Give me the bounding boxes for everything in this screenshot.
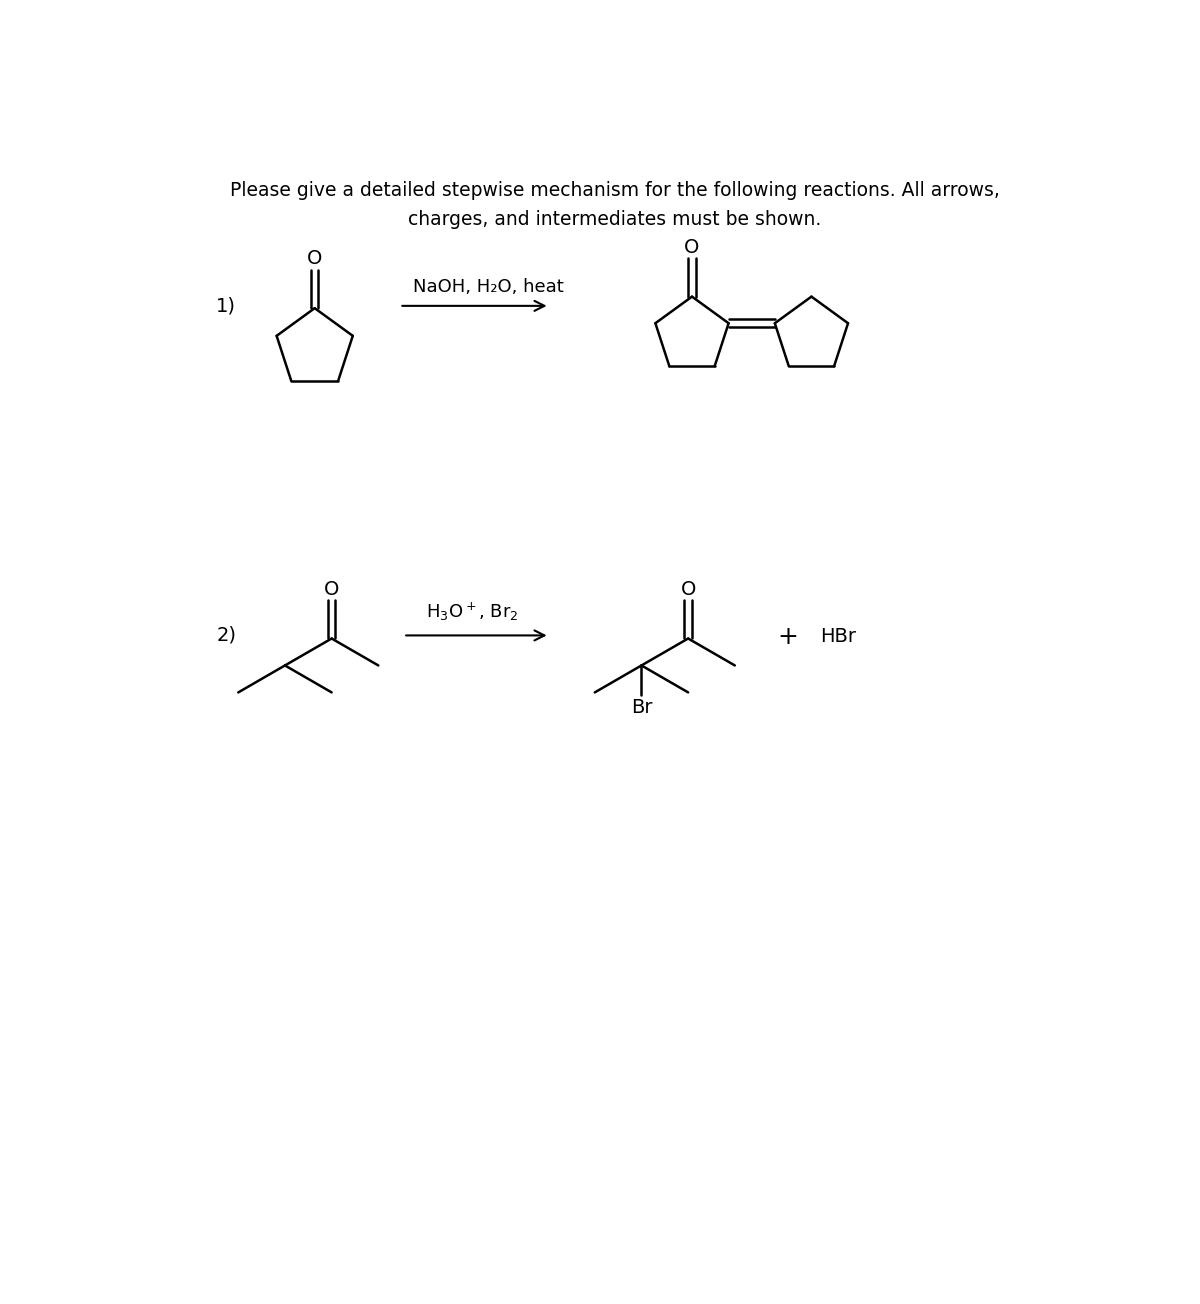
Text: O: O bbox=[684, 237, 700, 257]
Text: O: O bbox=[680, 580, 696, 599]
Text: Please give a detailed stepwise mechanism for the following reactions. All arrow: Please give a detailed stepwise mechanis… bbox=[230, 181, 1000, 200]
Text: HBr: HBr bbox=[821, 627, 857, 647]
Text: H$_3$O$^+$, Br$_2$: H$_3$O$^+$, Br$_2$ bbox=[426, 601, 518, 623]
Text: 2): 2) bbox=[216, 626, 236, 645]
Text: O: O bbox=[324, 580, 340, 599]
Text: 1): 1) bbox=[216, 296, 236, 316]
Text: NaOH, H₂O, heat: NaOH, H₂O, heat bbox=[413, 278, 563, 296]
Text: O: O bbox=[307, 249, 323, 269]
Text: charges, and intermediates must be shown.: charges, and intermediates must be shown… bbox=[408, 210, 822, 230]
Text: Br: Br bbox=[631, 698, 653, 717]
Text: +: + bbox=[778, 625, 799, 649]
